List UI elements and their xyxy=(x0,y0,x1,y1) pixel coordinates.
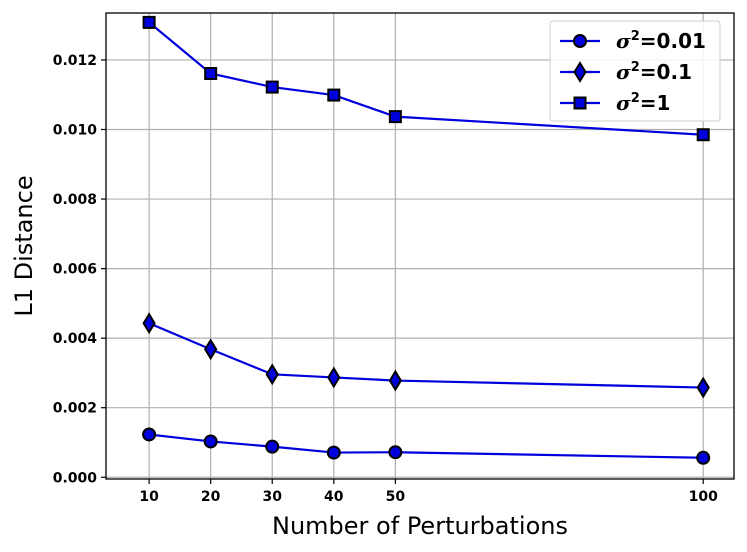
legend-sigma: σ xyxy=(616,60,631,84)
diamond-marker xyxy=(327,366,341,389)
diamond-marker xyxy=(388,369,403,392)
legend-entry: σ2=0.01 xyxy=(560,29,706,53)
circle-marker xyxy=(388,445,403,460)
series-line xyxy=(148,21,704,136)
x-tick-label: 30 xyxy=(262,489,282,505)
circle-marker xyxy=(142,427,157,442)
legend-exponent: 2 xyxy=(631,60,640,75)
square-marker xyxy=(696,128,710,142)
series-line xyxy=(148,433,704,459)
legend-box xyxy=(549,20,721,122)
x-tick-label: 50 xyxy=(386,489,406,505)
y-axis-title: L1 Distance xyxy=(10,175,38,316)
legend-value: =1 xyxy=(640,91,671,115)
x-tick-label: 100 xyxy=(689,489,718,505)
series-layer xyxy=(142,15,711,465)
series-square xyxy=(142,15,710,142)
square-marker xyxy=(327,88,341,102)
y-tick-label: 0.006 xyxy=(53,262,97,278)
y-tick-label: 0.002 xyxy=(53,401,97,417)
circle-marker xyxy=(203,434,218,449)
square-marker xyxy=(142,15,156,29)
y-tick-label: 0.010 xyxy=(53,123,98,139)
tick-layer: 10 20 30 40 50 100 0.000 0.002 0.004 0.006 0.008 0.… xyxy=(53,53,718,505)
legend-label: σ2=0.01 xyxy=(616,29,706,53)
diamond-marker xyxy=(265,363,279,386)
x-tick-label: 20 xyxy=(201,489,221,505)
legend-entry: σ2=0.1 xyxy=(560,60,692,84)
x-axis-title: Number of Perturbations xyxy=(272,512,568,540)
legend-label: σ2=0.1 xyxy=(616,60,692,84)
y-tick-label: 0.000 xyxy=(53,470,98,486)
legend-sigma: σ xyxy=(616,29,631,53)
legend-diamond-marker xyxy=(573,61,587,83)
y-tick-label: 0.012 xyxy=(53,53,97,69)
circle-marker xyxy=(696,450,711,465)
square-marker xyxy=(265,80,279,94)
legend-exponent: 2 xyxy=(631,29,640,44)
legend-value: =0.1 xyxy=(640,60,692,84)
circle-marker xyxy=(326,445,341,460)
diamond-marker xyxy=(203,338,218,361)
legend-square-marker xyxy=(573,96,587,110)
legend-label: σ2=1 xyxy=(616,91,670,115)
diamond-marker xyxy=(696,376,710,399)
x-tick-label: 40 xyxy=(324,489,344,505)
legend-sigma: σ xyxy=(616,91,631,115)
circle-marker xyxy=(265,439,280,454)
series-circle xyxy=(142,427,711,465)
legend-value: =0.01 xyxy=(640,29,706,53)
diamond-marker xyxy=(142,312,156,335)
plot-frame xyxy=(105,12,735,480)
legend-exponent: 2 xyxy=(631,91,640,106)
square-marker xyxy=(388,110,402,124)
series-diamond xyxy=(142,312,710,399)
y-tick-label: 0.008 xyxy=(53,192,97,208)
legend-entry: σ2=1 xyxy=(560,91,670,115)
square-marker xyxy=(204,67,218,81)
x-tick-label: 10 xyxy=(139,489,159,505)
series-line xyxy=(148,322,704,389)
legend-circle-marker xyxy=(573,34,587,48)
y-tick-label: 0.004 xyxy=(53,331,98,347)
